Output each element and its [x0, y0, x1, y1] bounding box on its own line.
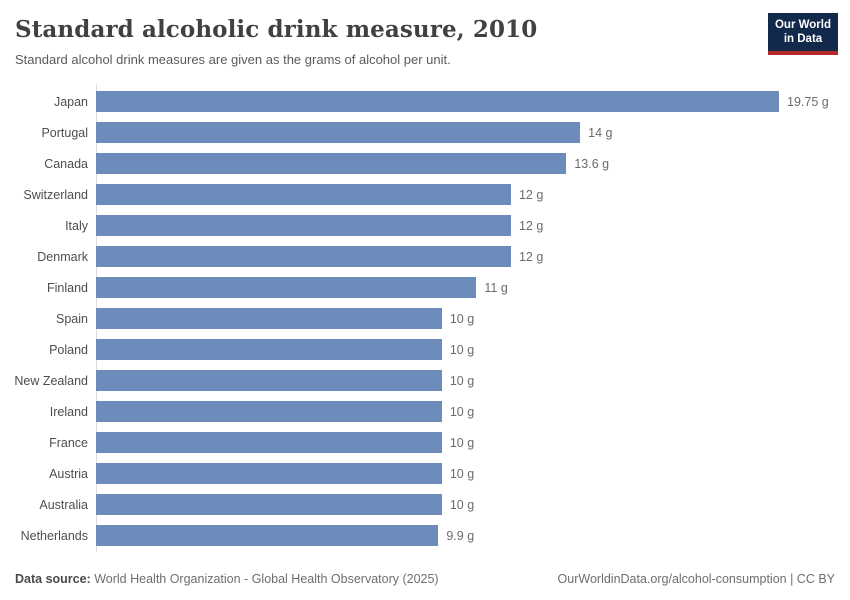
chart-footer: Data source: World Health Organization -…	[15, 572, 835, 586]
chart-row: New Zealand 10 g	[0, 365, 850, 396]
country-label: Spain	[56, 311, 88, 326]
chart-subtitle: Standard alcohol drink measures are give…	[15, 51, 451, 67]
bar-chart: Japan 19.75 g Portugal 14 g Canada 13.6 …	[0, 84, 850, 552]
country-label: Portugal	[41, 125, 88, 140]
value-label: 14 g	[588, 125, 613, 140]
bar[interactable]	[96, 494, 442, 515]
owid-logo[interactable]: Our World in Data	[768, 13, 838, 55]
bar[interactable]	[96, 339, 442, 360]
bar-track: 14 g	[96, 122, 779, 143]
bar[interactable]	[96, 246, 511, 267]
chart-row: Netherlands 9.9 g	[0, 520, 850, 551]
country-label: New Zealand	[14, 373, 88, 388]
bar[interactable]	[96, 401, 442, 422]
bar[interactable]	[96, 184, 511, 205]
country-label: Japan	[53, 94, 88, 109]
chart-row: Japan 19.75 g	[0, 86, 850, 117]
value-label: 12 g	[518, 249, 544, 264]
country-label: France	[49, 435, 88, 450]
country-label: Austria	[49, 466, 88, 481]
chart-row: Austria 10 g	[0, 458, 850, 489]
bar-track: 10 g	[96, 308, 779, 329]
country-label: Denmark	[37, 249, 88, 264]
value-label: 9.9 g	[446, 528, 475, 543]
chart-header: Standard alcoholic drink measure, 2010 S…	[15, 16, 755, 68]
chart-row: Canada 13.6 g	[0, 148, 850, 179]
country-label: Canada	[44, 156, 88, 171]
bar[interactable]	[96, 370, 442, 391]
chart-row: Italy 12 g	[0, 210, 850, 241]
bar-track: 10 g	[96, 432, 779, 453]
value-label: 10 g	[449, 311, 475, 326]
chart-row: Denmark 12 g	[0, 241, 850, 272]
value-label: 10 g	[449, 435, 475, 450]
bar-track: 13.6 g	[96, 153, 779, 174]
country-label: Netherlands	[20, 528, 88, 543]
country-label: Finland	[47, 280, 88, 295]
country-label: Australia	[39, 497, 88, 512]
value-label: 11 g	[484, 280, 508, 295]
owid-logo-line2: in Data	[783, 33, 823, 46]
bar-track: 10 g	[96, 370, 779, 391]
value-label: 10 g	[449, 466, 475, 481]
data-source: Data source: World Health Organization -…	[15, 572, 439, 586]
bar-track: 10 g	[96, 339, 779, 360]
bar[interactable]	[96, 525, 439, 546]
bar-track: 12 g	[96, 184, 779, 205]
chart-row: Switzerland 12 g	[0, 179, 850, 210]
bar-track: 10 g	[96, 463, 779, 484]
bar[interactable]	[96, 215, 511, 236]
country-label: Italy	[65, 218, 88, 233]
data-source-label: Data source:	[15, 572, 91, 586]
bar-track: 10 g	[96, 494, 779, 515]
chart-row: Australia 10 g	[0, 489, 850, 520]
page-title: Standard alcoholic drink measure, 2010	[15, 16, 538, 43]
bar-track: 12 g	[96, 246, 779, 267]
chart-row: France 10 g	[0, 427, 850, 458]
bar[interactable]	[96, 308, 442, 329]
chart-row: Finland 11 g	[0, 272, 850, 303]
value-label: 13.6 g	[574, 156, 610, 171]
bar-track: 19.75 g	[96, 91, 829, 112]
chart-row: Poland 10 g	[0, 334, 850, 365]
bar[interactable]	[96, 153, 567, 174]
bar-track: 12 g	[96, 215, 779, 236]
bar[interactable]	[96, 122, 581, 143]
footer-link[interactable]: OurWorldinData.org/alcohol-consumption |…	[557, 572, 835, 586]
value-label: 10 g	[449, 342, 475, 357]
bar-track: 9.9 g	[96, 525, 779, 546]
bar[interactable]	[96, 432, 442, 453]
owid-logo-line1: Our World	[774, 19, 831, 31]
bar[interactable]	[96, 277, 477, 298]
value-label: 10 g	[449, 404, 475, 419]
bar-track: 11 g	[96, 277, 779, 298]
value-label: 10 g	[449, 373, 475, 388]
bar-track: 10 g	[96, 401, 779, 422]
bar[interactable]	[96, 463, 442, 484]
chart-row: Portugal 14 g	[0, 117, 850, 148]
chart-rows: Japan 19.75 g Portugal 14 g Canada 13.6 …	[0, 86, 850, 551]
bar[interactable]	[96, 91, 779, 112]
country-label: Ireland	[49, 404, 88, 419]
value-label: 12 g	[518, 218, 544, 233]
value-label: 10 g	[449, 497, 475, 512]
data-source-text: World Health Organization - Global Healt…	[94, 572, 439, 586]
chart-row: Spain 10 g	[0, 303, 850, 334]
value-label: 12 g	[518, 187, 544, 202]
country-label: Poland	[49, 342, 88, 357]
chart-row: Ireland 10 g	[0, 396, 850, 427]
value-label: 19.75 g	[787, 94, 829, 109]
country-label: Switzerland	[23, 187, 88, 202]
